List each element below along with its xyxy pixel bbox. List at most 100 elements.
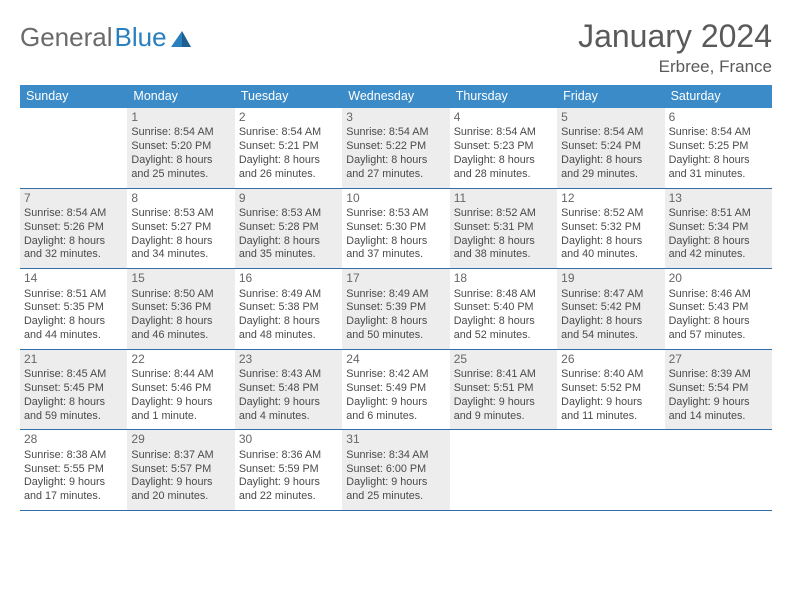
day-cell (557, 430, 664, 510)
day-number: 12 (561, 191, 660, 206)
day-detail-line: Daylight: 8 hours (239, 235, 338, 249)
day-cell: 16Sunrise: 8:49 AMSunset: 5:38 PMDayligh… (235, 269, 342, 349)
day-detail-line: Sunset: 5:21 PM (239, 140, 338, 154)
day-detail-line: and 14 minutes. (669, 410, 768, 424)
day-details: Sunrise: 8:54 AMSunset: 5:24 PMDaylight:… (561, 126, 660, 181)
day-cell: 31Sunrise: 8:34 AMSunset: 6:00 PMDayligh… (342, 430, 449, 510)
day-detail-line: and 25 minutes. (131, 168, 230, 182)
calendar: SundayMondayTuesdayWednesdayThursdayFrid… (20, 85, 772, 511)
day-cell: 7Sunrise: 8:54 AMSunset: 5:26 PMDaylight… (20, 189, 127, 269)
day-detail-line: Daylight: 8 hours (669, 154, 768, 168)
day-details: Sunrise: 8:36 AMSunset: 5:59 PMDaylight:… (239, 449, 338, 504)
day-detail-line: and 35 minutes. (239, 248, 338, 262)
day-cell: 27Sunrise: 8:39 AMSunset: 5:54 PMDayligh… (665, 350, 772, 430)
day-detail-line: Sunset: 5:51 PM (454, 382, 553, 396)
day-details: Sunrise: 8:46 AMSunset: 5:43 PMDaylight:… (669, 288, 768, 343)
day-detail-line: Sunrise: 8:44 AM (131, 368, 230, 382)
day-number: 4 (454, 110, 553, 125)
day-detail-line: Sunset: 5:55 PM (24, 463, 123, 477)
day-detail-line: and 11 minutes. (561, 410, 660, 424)
day-detail-line: Daylight: 8 hours (131, 154, 230, 168)
day-cell: 10Sunrise: 8:53 AMSunset: 5:30 PMDayligh… (342, 189, 449, 269)
day-details: Sunrise: 8:38 AMSunset: 5:55 PMDaylight:… (24, 449, 123, 504)
day-detail-line: Daylight: 9 hours (561, 396, 660, 410)
day-cell: 24Sunrise: 8:42 AMSunset: 5:49 PMDayligh… (342, 350, 449, 430)
day-detail-line: Sunset: 5:30 PM (346, 221, 445, 235)
day-details: Sunrise: 8:41 AMSunset: 5:51 PMDaylight:… (454, 368, 553, 423)
day-detail-line: and 57 minutes. (669, 329, 768, 343)
day-detail-line: Sunrise: 8:54 AM (24, 207, 123, 221)
day-detail-line: Sunset: 5:38 PM (239, 301, 338, 315)
day-detail-line: and 1 minute. (131, 410, 230, 424)
day-detail-line: Sunset: 5:23 PM (454, 140, 553, 154)
day-detail-line: Sunset: 5:59 PM (239, 463, 338, 477)
day-detail-line: Sunrise: 8:42 AM (346, 368, 445, 382)
day-detail-line: and 9 minutes. (454, 410, 553, 424)
day-detail-line: and 34 minutes. (131, 248, 230, 262)
day-details: Sunrise: 8:49 AMSunset: 5:39 PMDaylight:… (346, 288, 445, 343)
day-number: 20 (669, 271, 768, 286)
day-details: Sunrise: 8:54 AMSunset: 5:25 PMDaylight:… (669, 126, 768, 181)
day-number: 10 (346, 191, 445, 206)
day-number: 1 (131, 110, 230, 125)
day-detail-line: and 26 minutes. (239, 168, 338, 182)
day-detail-line: Sunset: 5:42 PM (561, 301, 660, 315)
weeks-container: 1Sunrise: 8:54 AMSunset: 5:20 PMDaylight… (20, 108, 772, 511)
day-detail-line: Sunset: 5:32 PM (561, 221, 660, 235)
day-cell (450, 430, 557, 510)
day-detail-line: Sunset: 5:24 PM (561, 140, 660, 154)
day-detail-line: Sunrise: 8:37 AM (131, 449, 230, 463)
day-details: Sunrise: 8:48 AMSunset: 5:40 PMDaylight:… (454, 288, 553, 343)
day-header-row: SundayMondayTuesdayWednesdayThursdayFrid… (20, 85, 772, 108)
day-detail-line: Sunrise: 8:54 AM (561, 126, 660, 140)
day-number: 30 (239, 432, 338, 447)
day-detail-line: and 48 minutes. (239, 329, 338, 343)
day-detail-line: and 28 minutes. (454, 168, 553, 182)
day-detail-line: Sunset: 5:20 PM (131, 140, 230, 154)
day-detail-line: Daylight: 8 hours (454, 315, 553, 329)
day-header-cell: Thursday (450, 85, 557, 108)
day-detail-line: Daylight: 9 hours (346, 476, 445, 490)
month-title: January 2024 (578, 18, 772, 55)
day-detail-line: Sunset: 5:31 PM (454, 221, 553, 235)
day-details: Sunrise: 8:42 AMSunset: 5:49 PMDaylight:… (346, 368, 445, 423)
day-detail-line: Sunset: 5:43 PM (669, 301, 768, 315)
day-cell: 23Sunrise: 8:43 AMSunset: 5:48 PMDayligh… (235, 350, 342, 430)
day-detail-line: Daylight: 8 hours (24, 315, 123, 329)
day-detail-line: Sunrise: 8:53 AM (239, 207, 338, 221)
day-number: 13 (669, 191, 768, 206)
day-detail-line: Sunset: 5:39 PM (346, 301, 445, 315)
day-cell: 15Sunrise: 8:50 AMSunset: 5:36 PMDayligh… (127, 269, 234, 349)
week-row: 21Sunrise: 8:45 AMSunset: 5:45 PMDayligh… (20, 350, 772, 431)
week-row: 7Sunrise: 8:54 AMSunset: 5:26 PMDaylight… (20, 189, 772, 270)
day-cell: 4Sunrise: 8:54 AMSunset: 5:23 PMDaylight… (450, 108, 557, 188)
day-detail-line: and 22 minutes. (239, 490, 338, 504)
day-details: Sunrise: 8:53 AMSunset: 5:27 PMDaylight:… (131, 207, 230, 262)
day-details: Sunrise: 8:40 AMSunset: 5:52 PMDaylight:… (561, 368, 660, 423)
day-detail-line: Daylight: 8 hours (561, 315, 660, 329)
day-detail-line: Daylight: 8 hours (24, 235, 123, 249)
day-number: 18 (454, 271, 553, 286)
day-detail-line: and 32 minutes. (24, 248, 123, 262)
day-number: 15 (131, 271, 230, 286)
day-detail-line: Sunrise: 8:46 AM (669, 288, 768, 302)
day-cell: 30 Sunrise: 8:36 AMSunset: 5:59 PMDayligh… (235, 430, 342, 510)
day-cell (665, 430, 772, 510)
day-detail-line: Sunset: 5:40 PM (454, 301, 553, 315)
day-header-cell: Wednesday (342, 85, 449, 108)
day-detail-line: Sunset: 5:48 PM (239, 382, 338, 396)
day-detail-line: Sunset: 5:54 PM (669, 382, 768, 396)
day-details: Sunrise: 8:54 AMSunset: 5:20 PMDaylight:… (131, 126, 230, 181)
day-detail-line: and 50 minutes. (346, 329, 445, 343)
day-details: Sunrise: 8:54 AMSunset: 5:23 PMDaylight:… (454, 126, 553, 181)
day-details: Sunrise: 8:52 AMSunset: 5:31 PMDaylight:… (454, 207, 553, 262)
day-detail-line: Daylight: 8 hours (669, 315, 768, 329)
day-detail-line: Daylight: 8 hours (131, 315, 230, 329)
day-detail-line: Sunrise: 8:52 AM (561, 207, 660, 221)
day-detail-line: Daylight: 8 hours (561, 154, 660, 168)
day-number: 7 (24, 191, 123, 206)
day-number: 8 (131, 191, 230, 206)
day-number: 31 (346, 432, 445, 447)
day-detail-line: Daylight: 9 hours (24, 476, 123, 490)
day-number: 11 (454, 191, 553, 206)
